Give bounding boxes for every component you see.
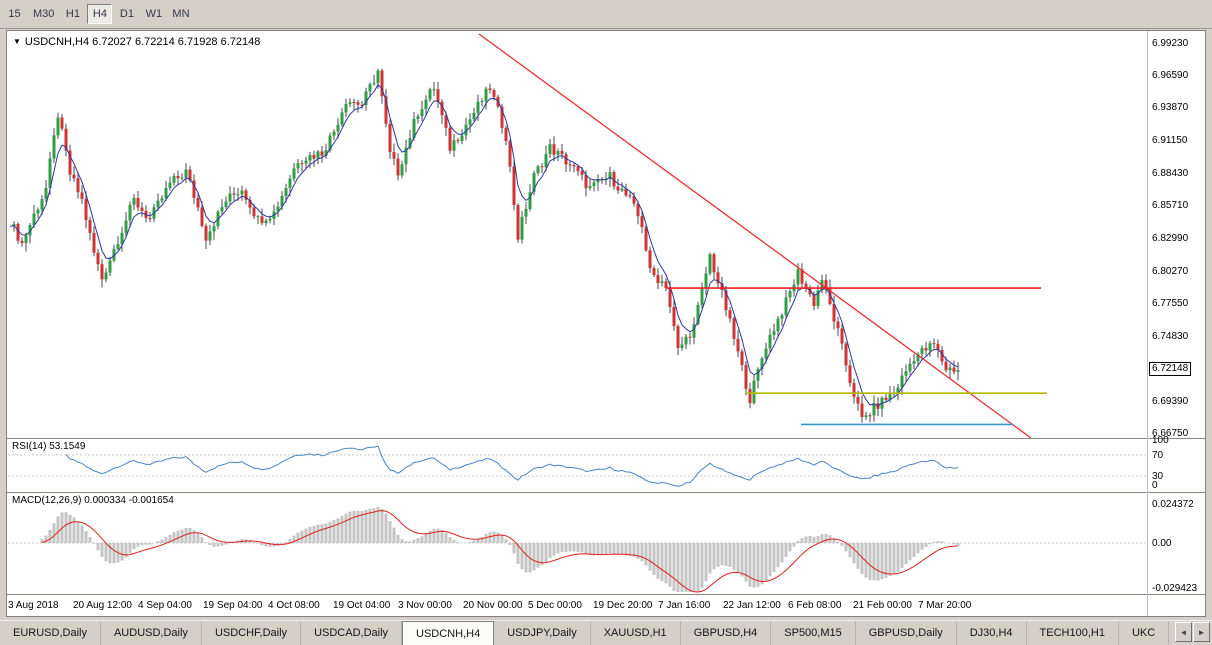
macd-panel-canvas[interactable]: [8, 493, 1147, 594]
symbol-tab-usdcad-daily[interactable]: USDCAD,Daily: [301, 621, 403, 645]
time-axis-label: 4 Sep 04:00: [138, 600, 192, 611]
chart-title-text: USDCNH,H4 6.72027 6.72214 6.71928 6.7214…: [24, 36, 261, 48]
symbol-tab-ukc[interactable]: UKC: [1119, 621, 1170, 645]
time-axis-label: 3 Nov 00:00: [398, 600, 452, 611]
symbol-tab-usdjpy-daily[interactable]: USDJPY,Daily: [494, 621, 591, 645]
chart-title: ▼ USDCNH,H4 6.72027 6.72214 6.71928 6.72…: [13, 36, 260, 48]
price-chart-canvas[interactable]: [8, 33, 1147, 438]
symbol-tabbar: EURUSD,Daily AUDUSD,Daily USDCHF,Daily USDC…: [0, 620, 1212, 645]
timeframe-button-15[interactable]: 15: [8, 8, 21, 20]
time-axis-divider: [7, 594, 1205, 595]
time-axis-label: 19 Sep 04:00: [203, 600, 263, 611]
panel-splitter-rsi[interactable]: [7, 438, 1205, 439]
price-axis-label: 6.99230: [1152, 38, 1189, 49]
symbol-tab-gbpusd-daily[interactable]: GBPUSD,Daily: [856, 621, 957, 645]
time-axis-label: 19 Dec 20:00: [593, 600, 653, 611]
price-axis-label: 6.85710: [1152, 200, 1189, 212]
time-axis-label: 6 Feb 08:00: [788, 600, 842, 611]
price-axis-label: 6.66750: [1152, 428, 1189, 439]
timeframe-button-w1[interactable]: W1: [145, 8, 163, 20]
rsi-scale-label: 30: [1152, 471, 1164, 483]
rsi-scale-label: 0: [1152, 480, 1158, 491]
time-axis-label: 4 Oct 08:00: [268, 600, 320, 611]
tabbar-scroll-arrows: ◄ ►: [1175, 622, 1210, 642]
timeframe-toolbar: 15 M30 H1 H4 D1 W1 MN: [0, 0, 1212, 29]
symbol-tab-xauusd-h1[interactable]: XAUUSD,H1: [591, 621, 681, 645]
symbol-tab-tech100-h1[interactable]: TECH100,H1: [1027, 621, 1119, 645]
symbol-tab-usdcnh-h4[interactable]: USDCNH,H4: [402, 621, 495, 645]
timeframe-button-mn[interactable]: MN: [172, 8, 190, 20]
price-axis-label: 6.88430: [1152, 167, 1189, 179]
price-axis-label: 6.93870: [1152, 102, 1189, 114]
tab-scroll-left-icon[interactable]: ◄: [1175, 622, 1192, 642]
macd-indicator-label: MACD(12,26,9) 0.000334 -0.001654: [12, 495, 174, 506]
macd-scale-label: -0.029423: [1152, 583, 1198, 594]
macd-scale-label: 0.024372: [1152, 499, 1194, 510]
time-axis-label: 19 Oct 04:00: [333, 600, 391, 611]
timeframe-button-h4[interactable]: H4: [87, 4, 113, 24]
symbol-tab-sp500-m15[interactable]: SP500,M15: [771, 621, 856, 645]
price-axis-label: 6.69390: [1152, 396, 1189, 408]
current-price-tag: 6.72148: [1149, 362, 1192, 377]
panel-splitter-macd[interactable]: [7, 492, 1205, 493]
time-axis-label: 21 Feb 00:00: [853, 600, 912, 611]
timeframe-button-m30[interactable]: M30: [33, 8, 55, 20]
rsi-scale-label: 70: [1152, 449, 1164, 461]
symbol-tab-gbpusd-h4[interactable]: GBPUSD,H4: [681, 621, 772, 645]
price-axis-label: 6.96590: [1152, 69, 1189, 81]
symbol-tab-dj30-h4[interactable]: DJ30,H4: [957, 621, 1027, 645]
symbol-tab-audusd-daily[interactable]: AUDUSD,Daily: [101, 621, 202, 645]
time-axis-label: 22 Jan 12:00: [723, 600, 781, 611]
symbol-tab-eurusd-daily[interactable]: EURUSD,Daily: [0, 621, 101, 645]
price-axis-divider: [1147, 31, 1148, 616]
time-axis-label: 7 Jan 16:00: [658, 600, 711, 611]
timeframe-button-d1[interactable]: D1: [119, 8, 134, 20]
time-axis-label: 5 Dec 00:00: [528, 600, 582, 611]
time-axis-label: 3 Aug 2018: [8, 600, 59, 611]
price-axis-label: 6.74830: [1152, 330, 1189, 342]
rsi-panel-canvas[interactable]: [8, 439, 1147, 492]
symbol-tab-usdchf-daily[interactable]: USDCHF,Daily: [202, 621, 302, 645]
rsi-scale-label: 100: [1152, 435, 1169, 446]
tab-scroll-right-icon[interactable]: ►: [1193, 622, 1210, 642]
timeframe-button-h1[interactable]: H1: [65, 8, 80, 20]
rsi-indicator-label: RSI(14) 53.1549: [12, 441, 86, 452]
chart-collapse-icon[interactable]: ▼: [13, 37, 21, 46]
price-axis-label: 6.77550: [1152, 298, 1189, 310]
time-axis-label: 7 Mar 20:00: [918, 600, 972, 611]
price-axis-label: 6.82990: [1152, 233, 1189, 244]
macd-scale-label: 0.00: [1152, 538, 1172, 549]
chart-window: ▼ USDCNH,H4 6.72027 6.72214 6.71928 6.72…: [6, 30, 1206, 617]
time-axis-label: 20 Nov 00:00: [463, 600, 523, 611]
time-axis-label: 20 Aug 12:00: [73, 600, 132, 611]
price-axis-label: 6.80270: [1152, 265, 1189, 277]
price-axis-label: 6.91150: [1152, 135, 1188, 147]
